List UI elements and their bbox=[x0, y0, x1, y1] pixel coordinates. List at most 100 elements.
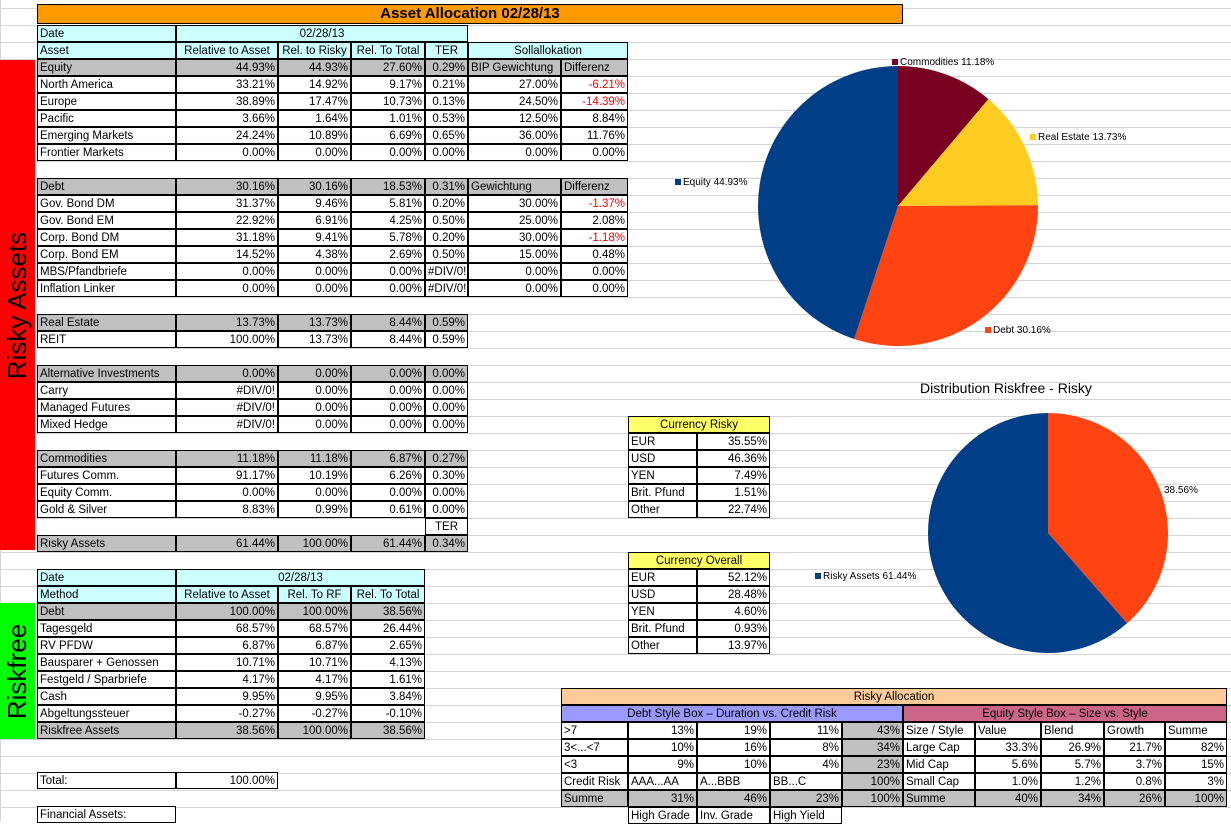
rel-risky-header[interactable]: Rel. to Risky bbox=[278, 42, 351, 59]
equity-box-row-3-col-0[interactable]: Small Cap bbox=[903, 773, 975, 790]
commodities-row-2-col-2[interactable]: 0.00% bbox=[278, 484, 351, 501]
equity-row-2-col-1[interactable]: 38.89% bbox=[176, 93, 278, 110]
equity-row-1-col-6[interactable]: -6.21% bbox=[561, 76, 628, 93]
alternative-row-2-col-2[interactable]: 0.00% bbox=[278, 399, 351, 416]
riskfree-row-3-col-3[interactable]: 4.13% bbox=[351, 654, 425, 671]
debt-box-title[interactable]: Debt Style Box – Duration vs. Credit Ris… bbox=[561, 705, 903, 722]
currency_risky-row-3-value[interactable]: 1.51% bbox=[697, 484, 770, 501]
currency_risky-row-2-value[interactable]: 7.49% bbox=[697, 467, 770, 484]
riskfree-row-6-col-1[interactable]: -0.27% bbox=[176, 705, 278, 722]
commodities-row-1-col-4[interactable]: 0.30% bbox=[425, 467, 468, 484]
riskfree-row-2-col-0[interactable]: RV PFDW bbox=[37, 637, 176, 654]
debt-box-row-0-col-4[interactable]: 43% bbox=[842, 722, 903, 739]
rf-rel-total-header[interactable]: Rel. To Total bbox=[351, 586, 425, 603]
currency_risky-row-4-label[interactable]: Other bbox=[628, 501, 697, 518]
equity-row-0-col-6[interactable]: Differenz bbox=[561, 59, 628, 76]
equity-row-1-col-2[interactable]: 14.92% bbox=[278, 76, 351, 93]
debt-box-row-2-col-0[interactable]: <3 bbox=[561, 756, 628, 773]
riskfree-row-4-col-2[interactable]: 4.17% bbox=[278, 671, 351, 688]
riskfree-row-2-col-3[interactable]: 2.65% bbox=[351, 637, 425, 654]
risky-total-col-1[interactable]: 61.44% bbox=[176, 535, 278, 552]
debt-box-row-0-col-2[interactable]: 19% bbox=[697, 722, 770, 739]
debt-row-0-col-0[interactable]: Debt bbox=[37, 178, 176, 195]
equity-row-4-col-3[interactable]: 6.69% bbox=[351, 127, 425, 144]
currency_risky-row-2-label[interactable]: YEN bbox=[628, 467, 697, 484]
riskfree-row-2-col-2[interactable]: 6.87% bbox=[278, 637, 351, 654]
debt-row-4-col-4[interactable]: 0.50% bbox=[425, 246, 468, 263]
equity-row-3-col-0[interactable]: Pacific bbox=[37, 110, 176, 127]
real_estate-row-1-col-4[interactable]: 0.59% bbox=[425, 331, 468, 348]
alternative-row-2-col-0[interactable]: Managed Futures bbox=[37, 399, 176, 416]
commodities-row-0-col-2[interactable]: 11.18% bbox=[278, 450, 351, 467]
riskfree-row-3-col-1[interactable]: 10.71% bbox=[176, 654, 278, 671]
equity-row-2-col-2[interactable]: 17.47% bbox=[278, 93, 351, 110]
currency_risky-title[interactable]: Currency Risky bbox=[628, 416, 770, 433]
debt-row-5-col-6[interactable]: 0.00% bbox=[561, 263, 628, 280]
commodities-row-1-col-2[interactable]: 10.19% bbox=[278, 467, 351, 484]
equity-box-row-3-col-1[interactable]: 1.0% bbox=[975, 773, 1041, 790]
equity-row-1-col-0[interactable]: North America bbox=[37, 76, 176, 93]
debt-box-row-3-col-2[interactable]: A...BBB bbox=[697, 773, 770, 790]
debt-row-1-col-1[interactable]: 31.37% bbox=[176, 195, 278, 212]
riskfree-row-3-col-0[interactable]: Bausparer + Genossen bbox=[37, 654, 176, 671]
alternative-row-3-col-0[interactable]: Mixed Hedge bbox=[37, 416, 176, 433]
currency_overall-title[interactable]: Currency Overall bbox=[628, 552, 770, 569]
debt-row-4-col-1[interactable]: 14.52% bbox=[176, 246, 278, 263]
debt-row-0-col-3[interactable]: 18.53% bbox=[351, 178, 425, 195]
equity-row-1-col-3[interactable]: 9.17% bbox=[351, 76, 425, 93]
alternative-row-1-col-4[interactable]: 0.00% bbox=[425, 382, 468, 399]
equity-box-row-0-col-2[interactable]: Blend bbox=[1041, 722, 1104, 739]
debt-row-5-col-0[interactable]: MBS/Pfandbriefe bbox=[37, 263, 176, 280]
debt-row-1-col-4[interactable]: 0.20% bbox=[425, 195, 468, 212]
debt-box-footer-0[interactable]: High Grade bbox=[628, 807, 697, 824]
rf-method-header[interactable]: Method bbox=[37, 586, 176, 603]
currency_risky-row-1-value[interactable]: 46.36% bbox=[697, 450, 770, 467]
debt-box-row-4-col-4[interactable]: 100% bbox=[842, 790, 903, 807]
commodities-row-3-col-2[interactable]: 0.99% bbox=[278, 501, 351, 518]
real_estate-row-1-col-2[interactable]: 13.73% bbox=[278, 331, 351, 348]
equity-box-row-2-col-3[interactable]: 3.7% bbox=[1104, 756, 1165, 773]
commodities-row-0-col-3[interactable]: 6.87% bbox=[351, 450, 425, 467]
currency_risky-row-0-value[interactable]: 35.55% bbox=[697, 433, 770, 450]
riskfree-row-3-col-2[interactable]: 10.71% bbox=[278, 654, 351, 671]
debt-box-footer-2[interactable]: High Yield bbox=[770, 807, 842, 824]
commodities-row-2-col-0[interactable]: Equity Comm. bbox=[37, 484, 176, 501]
riskfree-row-7-col-3[interactable]: 38.56% bbox=[351, 722, 425, 739]
rf-rel-asset-header[interactable]: Relative to Asset bbox=[176, 586, 278, 603]
risky-total-col-3[interactable]: 61.44% bbox=[351, 535, 425, 552]
alternative-row-3-col-2[interactable]: 0.00% bbox=[278, 416, 351, 433]
riskfree-row-1-col-2[interactable]: 68.57% bbox=[278, 620, 351, 637]
alternative-row-1-col-1[interactable]: #DIV/0! bbox=[176, 382, 278, 399]
risky-total-col-4[interactable]: 0.34% bbox=[425, 535, 468, 552]
commodities-row-2-col-4[interactable]: 0.00% bbox=[425, 484, 468, 501]
riskfree-row-4-col-1[interactable]: 4.17% bbox=[176, 671, 278, 688]
commodities-row-1-col-1[interactable]: 91.17% bbox=[176, 467, 278, 484]
debt-box-row-2-col-2[interactable]: 10% bbox=[697, 756, 770, 773]
commodities-row-3-col-4[interactable]: 0.00% bbox=[425, 501, 468, 518]
riskfree-row-1-col-3[interactable]: 26.44% bbox=[351, 620, 425, 637]
debt-box-row-2-col-1[interactable]: 9% bbox=[628, 756, 697, 773]
equity-row-5-col-0[interactable]: Frontier Markets bbox=[37, 144, 176, 161]
currency_overall-row-3-value[interactable]: 0.93% bbox=[697, 620, 770, 637]
riskfree-row-5-col-1[interactable]: 9.95% bbox=[176, 688, 278, 705]
equity-box-row-2-col-1[interactable]: 5.6% bbox=[975, 756, 1041, 773]
debt-row-2-col-3[interactable]: 4.25% bbox=[351, 212, 425, 229]
equity-box-row-4-col-2[interactable]: 34% bbox=[1041, 790, 1104, 807]
debt-row-6-col-2[interactable]: 0.00% bbox=[278, 280, 351, 297]
debt-row-6-col-5[interactable]: 0.00% bbox=[468, 280, 561, 297]
debt-box-row-4-col-2[interactable]: 46% bbox=[697, 790, 770, 807]
debt-row-3-col-6[interactable]: -1.18% bbox=[561, 229, 628, 246]
debt-row-2-col-5[interactable]: 25.00% bbox=[468, 212, 561, 229]
debt-row-2-col-2[interactable]: 6.91% bbox=[278, 212, 351, 229]
equity-row-3-col-6[interactable]: 8.84% bbox=[561, 110, 628, 127]
debt-row-0-col-5[interactable]: Gewichtung bbox=[468, 178, 561, 195]
debt-row-3-col-3[interactable]: 5.78% bbox=[351, 229, 425, 246]
real_estate-row-0-col-3[interactable]: 8.44% bbox=[351, 314, 425, 331]
asset-header[interactable]: Asset bbox=[37, 42, 176, 59]
equity-box-row-1-col-4[interactable]: 82% bbox=[1165, 739, 1227, 756]
debt-row-5-col-4[interactable]: #DIV/0! bbox=[425, 263, 468, 280]
debt-box-row-3-col-3[interactable]: BB...C bbox=[770, 773, 842, 790]
debt-row-0-col-4[interactable]: 0.31% bbox=[425, 178, 468, 195]
currency_risky-row-3-label[interactable]: Brit. Pfund bbox=[628, 484, 697, 501]
alternative-row-3-col-4[interactable]: 0.00% bbox=[425, 416, 468, 433]
